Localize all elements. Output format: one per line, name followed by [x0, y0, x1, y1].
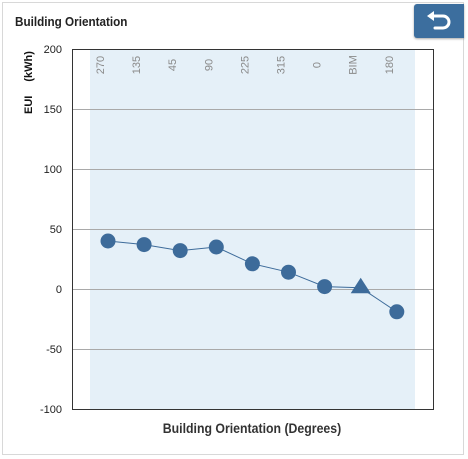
category-label: 135 [131, 56, 143, 74]
category-label: 315 [276, 56, 288, 74]
category-label: 0 [312, 62, 324, 68]
data-point [208, 239, 224, 255]
data-point [172, 243, 188, 259]
data-point [100, 233, 116, 249]
y-tick-label: -50 [46, 344, 62, 356]
data-point [389, 304, 405, 320]
panel-title: Building Orientation [15, 14, 128, 29]
plot-frame [72, 49, 434, 410]
category-label: 90 [203, 59, 215, 71]
category-label: 225 [239, 56, 251, 74]
undo-arrow-icon [427, 11, 451, 30]
data-point [244, 256, 260, 272]
y-tick-label: 100 [44, 164, 62, 176]
data-point [281, 264, 296, 280]
data-point [317, 279, 333, 295]
y-tick-label: 50 [50, 224, 62, 236]
undo-button[interactable] [414, 4, 464, 38]
x-axis-label: Building Orientation (Degrees) [163, 420, 341, 436]
category-label: 270 [95, 56, 107, 74]
category-label: 180 [384, 56, 396, 74]
y-tick-label: 0 [56, 284, 62, 296]
category-label: BIM [348, 55, 360, 75]
category-label: 45 [167, 59, 179, 71]
y-tick-label: 150 [44, 104, 62, 116]
y-tick-label: -100 [40, 404, 62, 416]
data-point [136, 237, 152, 253]
y-axis-label-unit: (kWh) [23, 51, 35, 82]
data-point-triangle [350, 277, 371, 294]
y-axis-label: EUI (kWh) [23, 51, 35, 114]
y-tick-label: 200 [44, 44, 62, 56]
y-axis-label-text: EUI [23, 96, 35, 114]
